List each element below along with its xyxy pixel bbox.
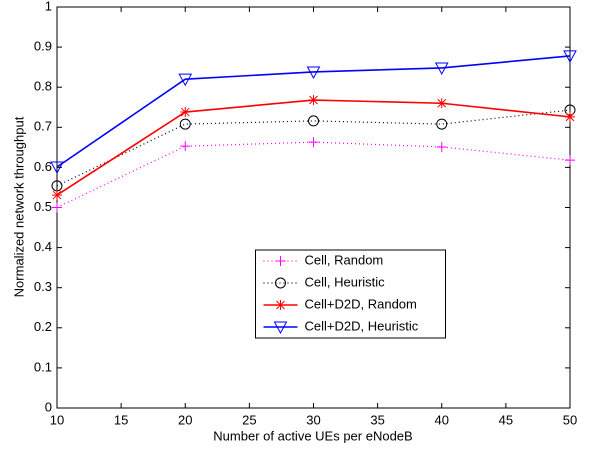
- y-tick-label: 0.2: [34, 319, 52, 334]
- x-tick-label: 15: [114, 412, 128, 427]
- y-tick-label: 0.4: [34, 239, 52, 254]
- marker: [180, 107, 191, 118]
- marker: [179, 118, 191, 130]
- marker: [306, 66, 321, 80]
- marker: [563, 50, 577, 63]
- legend-label: Cell+D2D, Random: [305, 296, 417, 311]
- x-tick-label: 20: [178, 412, 192, 427]
- marker: [436, 141, 447, 152]
- marker: [565, 155, 575, 166]
- y-tick-label: 0.5: [34, 199, 52, 214]
- marker: [436, 98, 447, 109]
- y-tick-label: 0.7: [34, 119, 52, 134]
- plot-area: [56, 6, 571, 409]
- y-tick-label: 1: [45, 0, 52, 13]
- y-tick-label: 0.9: [34, 39, 52, 54]
- marker: [275, 256, 286, 266]
- marker: [178, 73, 193, 87]
- x-tick-label: 25: [242, 412, 256, 427]
- legend-label: Cell, Heuristic: [305, 274, 386, 289]
- x-tick-label: 35: [370, 412, 384, 427]
- x-axis-label: Number of active UEs per eNodeB: [213, 428, 412, 443]
- marker: [434, 62, 449, 75]
- marker: [308, 95, 319, 106]
- x-tick-label: 50: [563, 412, 577, 427]
- marker: [50, 161, 64, 175]
- marker: [565, 111, 575, 122]
- marker: [273, 321, 288, 335]
- marker: [180, 141, 191, 152]
- y-tick-label: 0.8: [34, 79, 52, 94]
- series-line: [56, 55, 571, 168]
- y-axis-label: Normalized network throughput: [11, 116, 26, 297]
- marker: [308, 115, 319, 127]
- marker: [308, 137, 319, 148]
- y-tick-label: 0: [45, 399, 52, 414]
- x-tick-label: 45: [499, 412, 513, 427]
- legend-label: Cell+D2D, Heuristic: [305, 318, 419, 333]
- marker: [275, 277, 286, 289]
- y-tick-label: 0.1: [34, 359, 52, 374]
- marker: [275, 300, 286, 310]
- x-tick-label: 30: [306, 412, 320, 427]
- marker: [436, 118, 448, 130]
- y-tick-label: 0.3: [34, 279, 52, 294]
- y-tick-label: 0.6: [34, 159, 52, 174]
- legend-label: Cell, Random: [305, 252, 384, 267]
- marker: [52, 202, 62, 213]
- legend-box: [255, 249, 446, 339]
- legend: Cell, Random Cell, Heuristic Cell+D2D, Ran…: [255, 249, 446, 339]
- x-tick-label: 40: [435, 412, 449, 427]
- x-tick-label: 10: [50, 412, 64, 427]
- marker: [52, 190, 62, 201]
